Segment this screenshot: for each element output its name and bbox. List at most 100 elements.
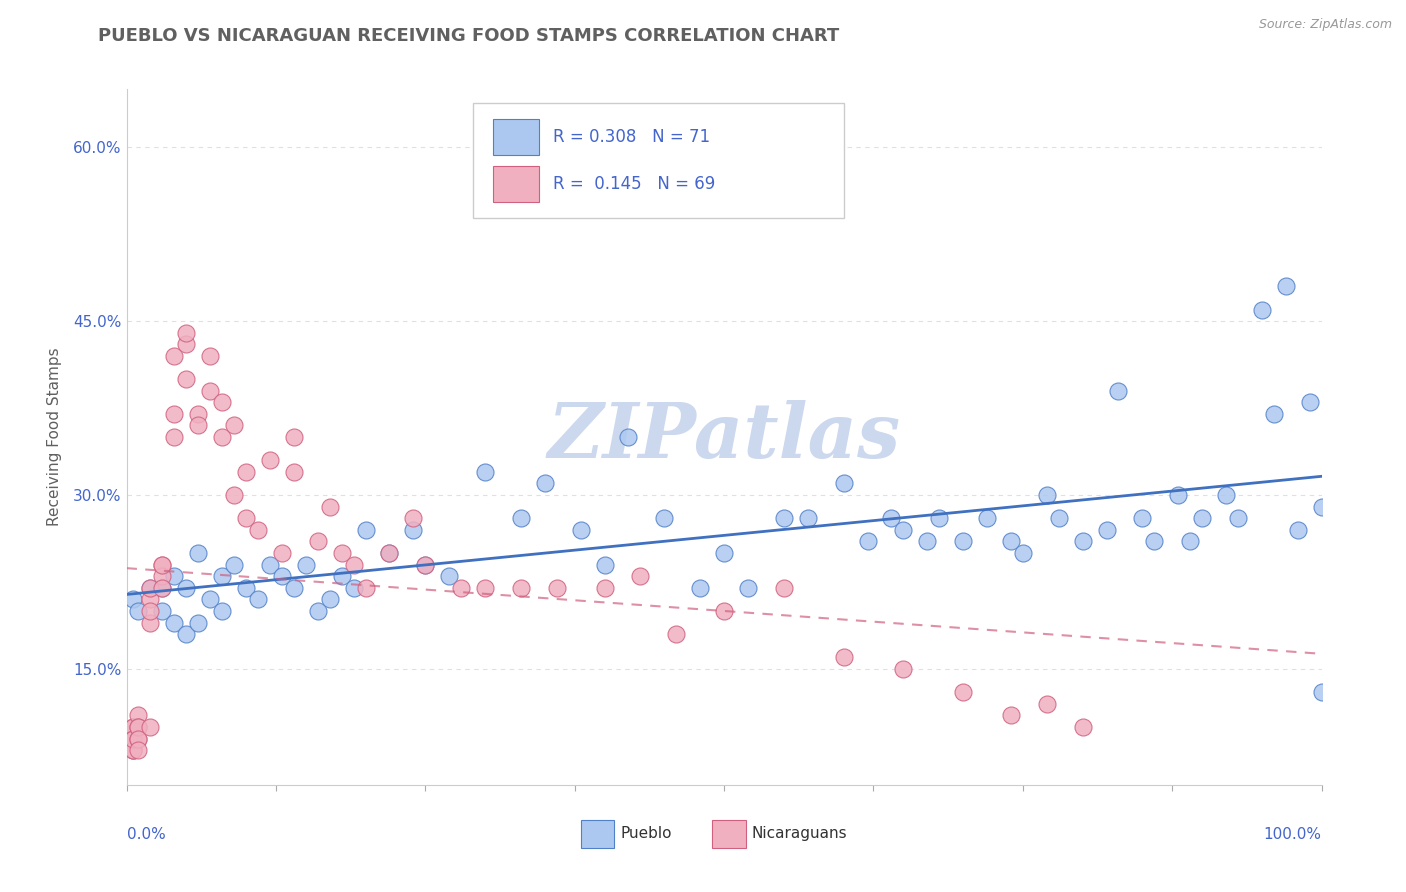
Point <box>1130 511 1153 525</box>
Point <box>509 511 531 525</box>
Point <box>163 615 186 630</box>
Point <box>952 685 974 699</box>
Point <box>378 546 401 560</box>
Point <box>1298 395 1320 409</box>
Point <box>307 534 329 549</box>
Point <box>121 731 143 746</box>
Point <box>856 534 879 549</box>
Point <box>832 650 855 665</box>
Point <box>1250 302 1272 317</box>
Point <box>1035 488 1059 502</box>
Point <box>533 476 555 491</box>
Bar <box>494 166 538 202</box>
Point <box>343 558 366 572</box>
Bar <box>711 820 745 847</box>
Point <box>1191 511 1213 525</box>
Point <box>439 569 461 583</box>
Point <box>1011 546 1033 560</box>
Point <box>1310 500 1333 514</box>
Point <box>1167 488 1189 502</box>
Point <box>121 731 143 746</box>
Point <box>546 581 568 595</box>
Text: ZIPatlas: ZIPatlas <box>547 401 901 474</box>
Point <box>163 349 186 363</box>
Point <box>150 581 174 595</box>
Point <box>121 592 143 607</box>
Point <box>413 558 436 572</box>
Text: Pueblo: Pueblo <box>620 826 672 841</box>
Point <box>174 372 197 386</box>
Point <box>402 523 425 537</box>
Point <box>628 569 651 583</box>
Point <box>127 743 149 757</box>
Text: Nicaraguans: Nicaraguans <box>752 826 848 841</box>
FancyBboxPatch shape <box>472 103 844 218</box>
Point <box>200 384 222 398</box>
Point <box>737 581 759 595</box>
Point <box>343 581 366 595</box>
Point <box>402 511 425 525</box>
Point <box>211 604 233 618</box>
Point <box>652 511 675 525</box>
Point <box>330 546 353 560</box>
Point <box>259 453 281 467</box>
Point <box>413 558 436 572</box>
Point <box>270 569 294 583</box>
Text: 100.0%: 100.0% <box>1264 827 1322 842</box>
Point <box>450 581 472 595</box>
Point <box>211 430 233 444</box>
Point <box>1274 279 1296 293</box>
Point <box>1000 534 1022 549</box>
Point <box>1215 488 1237 502</box>
Point <box>330 569 353 583</box>
Point <box>1071 720 1094 734</box>
Point <box>270 546 294 560</box>
Point <box>222 488 246 502</box>
Point <box>1263 407 1285 421</box>
Point <box>139 604 162 618</box>
Point <box>1143 534 1166 549</box>
Point <box>121 731 143 746</box>
Point <box>211 569 233 583</box>
Point <box>665 627 688 641</box>
Point <box>127 604 149 618</box>
Point <box>354 523 377 537</box>
Point <box>121 743 143 757</box>
Point <box>174 337 197 351</box>
Point <box>569 523 592 537</box>
Point <box>127 731 149 746</box>
Point <box>222 558 246 572</box>
Point <box>713 604 735 618</box>
Text: 0.0%: 0.0% <box>127 827 166 842</box>
Point <box>187 546 209 560</box>
Point <box>187 615 209 630</box>
Point <box>121 743 143 757</box>
Point <box>689 581 711 595</box>
Point <box>121 720 143 734</box>
Point <box>127 731 149 746</box>
Text: PUEBLO VS NICARAGUAN RECEIVING FOOD STAMPS CORRELATION CHART: PUEBLO VS NICARAGUAN RECEIVING FOOD STAM… <box>98 27 839 45</box>
Point <box>174 581 197 595</box>
Point <box>150 581 174 595</box>
Point <box>1095 523 1118 537</box>
Point <box>139 720 162 734</box>
Point <box>174 326 197 340</box>
Point <box>150 604 174 618</box>
Point <box>773 581 796 595</box>
Point <box>139 581 162 595</box>
Point <box>121 731 143 746</box>
Text: R = 0.308   N = 71: R = 0.308 N = 71 <box>553 128 710 146</box>
Point <box>593 558 616 572</box>
Point <box>150 558 174 572</box>
Point <box>121 731 143 746</box>
Point <box>150 569 174 583</box>
Point <box>139 592 162 607</box>
Point <box>200 349 222 363</box>
Point <box>1226 511 1249 525</box>
Point <box>247 523 270 537</box>
Point <box>127 720 149 734</box>
Point <box>1108 384 1130 398</box>
Point <box>880 511 903 525</box>
Point <box>832 476 855 491</box>
Point <box>796 511 818 525</box>
